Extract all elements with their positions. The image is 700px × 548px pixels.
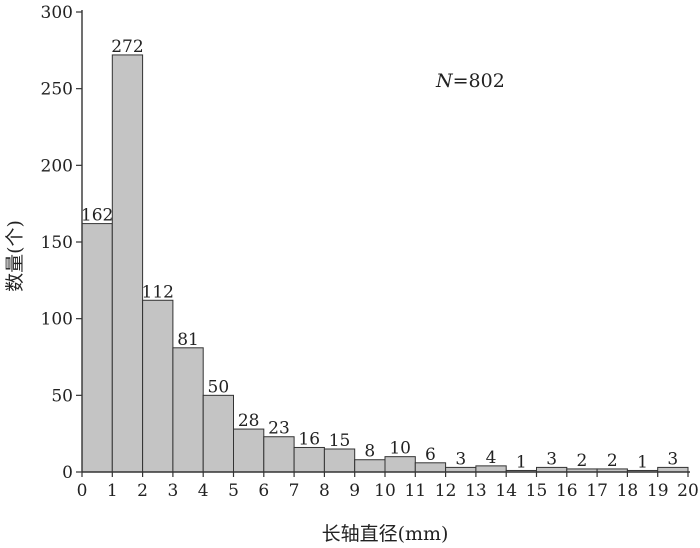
x-tick-label: 16 xyxy=(556,481,578,501)
bar-value-label: 3 xyxy=(455,449,466,469)
bar-value-label: 3 xyxy=(546,449,557,469)
annotation-rest: =802 xyxy=(453,70,505,92)
bar-value-label: 81 xyxy=(177,330,199,350)
x-tick-label: 11 xyxy=(404,481,426,501)
histogram-bar xyxy=(111,54,144,473)
y-tick-label: 50 xyxy=(51,386,73,406)
x-tick-label: 18 xyxy=(617,481,639,501)
histogram-bar xyxy=(233,428,265,473)
histogram-bar xyxy=(202,394,234,473)
x-tick-label: 8 xyxy=(319,481,330,501)
x-tick-label: 4 xyxy=(198,481,209,501)
bar-value-label: 112 xyxy=(142,282,174,302)
histogram-bar xyxy=(142,299,174,473)
bar-value-label: 8 xyxy=(364,442,375,462)
x-tick-label: 2 xyxy=(137,481,148,501)
bar-value-label: 162 xyxy=(81,206,113,226)
bar-value-label: 272 xyxy=(111,37,143,57)
histogram-bar xyxy=(323,448,356,473)
bar-value-label: 10 xyxy=(389,439,411,459)
x-tick-label: 5 xyxy=(228,481,239,501)
histogram-bar xyxy=(81,223,113,473)
x-tick-label: 3 xyxy=(167,481,178,501)
bar-value-label: 15 xyxy=(329,431,351,451)
x-tick-label: 7 xyxy=(289,481,300,501)
x-tick-label: 14 xyxy=(495,481,517,501)
y-tick-label: 150 xyxy=(41,233,73,253)
y-axis-title: 数量(个) xyxy=(4,220,26,292)
y-ticks-group: 0 50 100 150 200 250 300 xyxy=(41,3,82,483)
x-ticks-group: 0 1 2 3 4 5 6 7 8 9 10 11 12 13 14 15 16 17 18 19 20 xyxy=(77,472,699,501)
bar-value-label: 28 xyxy=(238,411,260,431)
histogram-bar xyxy=(263,436,295,473)
histogram-bar xyxy=(384,456,416,473)
bar-value-label: 23 xyxy=(268,419,290,439)
y-tick-label: 300 xyxy=(41,3,73,23)
histogram-bar xyxy=(293,446,325,473)
bar-value-label: 2 xyxy=(577,451,588,471)
x-tick-label: 13 xyxy=(465,481,487,501)
sample-size-annotation: N=802 xyxy=(435,70,505,92)
y-tick-label: 250 xyxy=(41,80,73,100)
bar-value-label: 4 xyxy=(486,448,497,468)
x-tick-label: 17 xyxy=(586,481,608,501)
bar-value-label: 50 xyxy=(208,377,230,397)
bar-value-label: 2 xyxy=(607,451,618,471)
y-tick-label: 100 xyxy=(41,310,73,330)
bar-value-label: 3 xyxy=(667,449,678,469)
bar-value-label: 6 xyxy=(425,445,436,465)
bar-value-label: 1 xyxy=(516,452,527,472)
x-tick-label: 10 xyxy=(374,481,396,501)
bar-value-label: 1 xyxy=(637,452,648,472)
x-tick-label: 19 xyxy=(647,481,669,501)
x-axis-title: 长轴直径(mm) xyxy=(322,523,449,545)
bars-group xyxy=(81,54,689,473)
x-tick-label: 9 xyxy=(349,481,360,501)
x-tick-label: 1 xyxy=(107,481,118,501)
y-tick-label: 200 xyxy=(41,156,73,176)
x-tick-label: 0 xyxy=(77,481,88,501)
x-tick-label: 20 xyxy=(677,481,699,501)
y-tick-label: 0 xyxy=(62,463,73,483)
annotation-italic: N xyxy=(435,70,454,92)
histogram-bar xyxy=(172,347,204,473)
x-tick-label: 12 xyxy=(435,481,457,501)
bar-value-label: 16 xyxy=(298,429,320,449)
x-tick-label: 15 xyxy=(526,481,548,501)
x-tick-label: 6 xyxy=(258,481,269,501)
